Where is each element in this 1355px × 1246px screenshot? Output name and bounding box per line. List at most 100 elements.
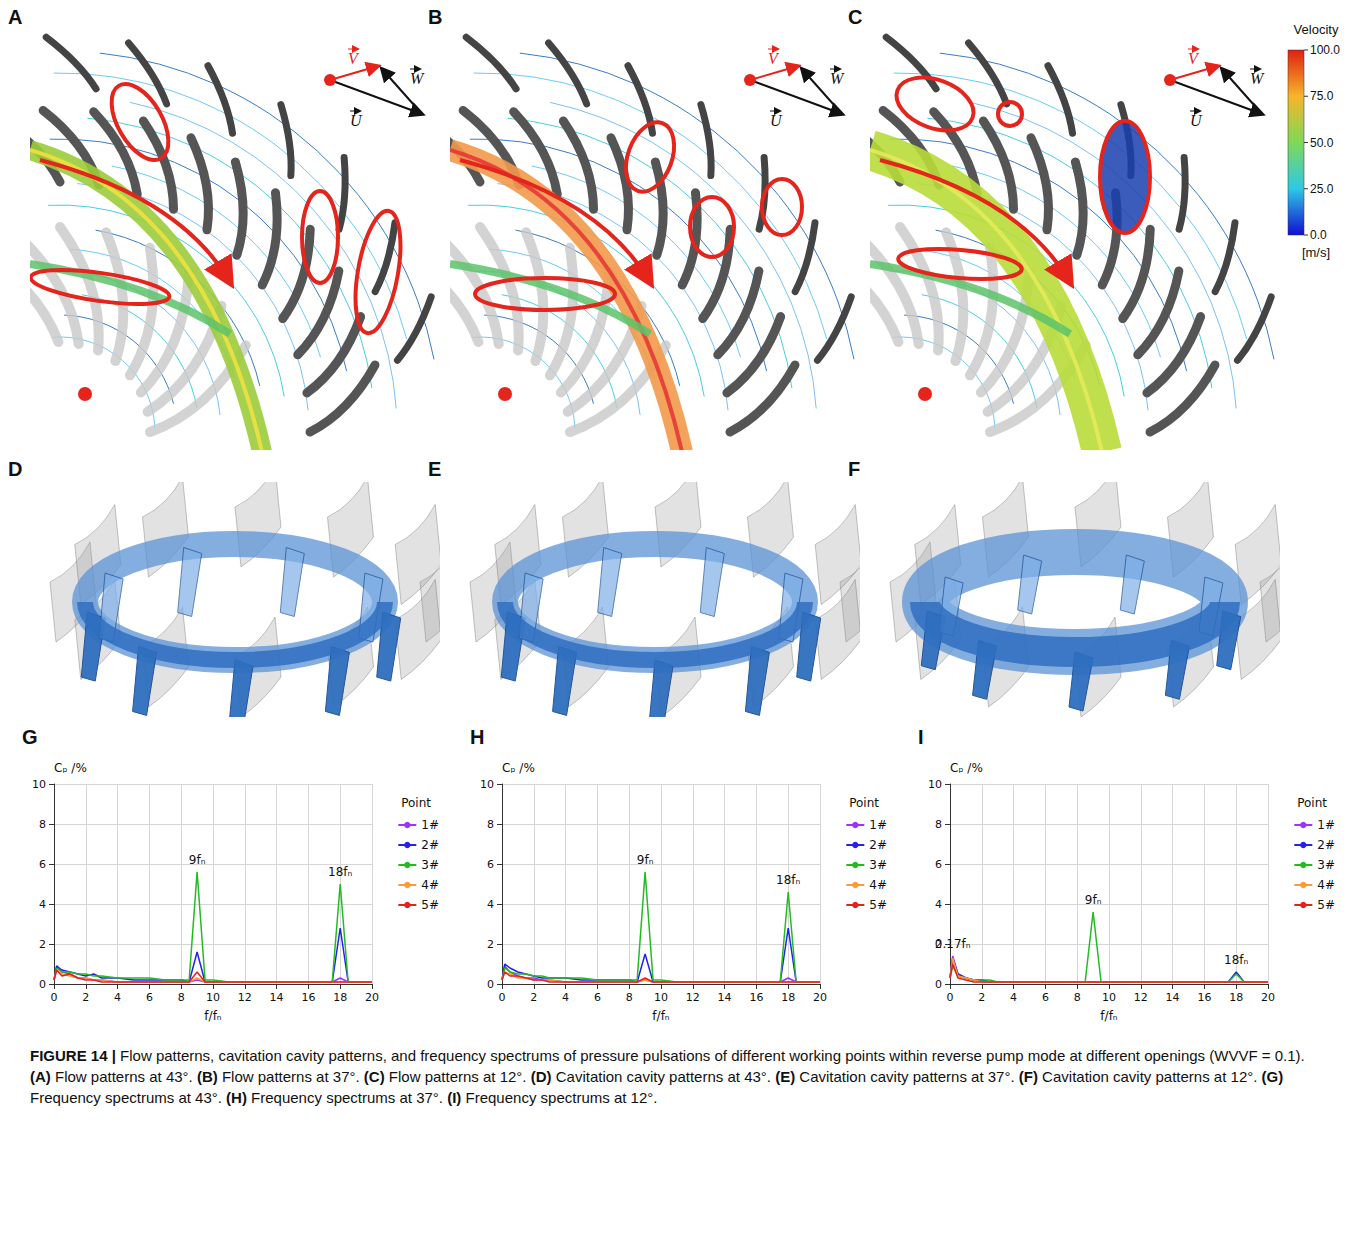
- svg-text:Point: Point: [1297, 796, 1327, 810]
- svg-text:10: 10: [928, 778, 942, 791]
- svg-text:2#: 2#: [421, 838, 439, 852]
- svg-text:[m/s]: [m/s]: [1302, 245, 1330, 260]
- svg-text:6: 6: [594, 991, 601, 1004]
- svg-text:6: 6: [1042, 991, 1049, 1004]
- svg-text:75.0: 75.0: [1310, 89, 1334, 103]
- svg-text:f/fₙ: f/fₙ: [1100, 1009, 1117, 1023]
- svg-text:V: V: [1188, 50, 1200, 67]
- svg-text:4: 4: [39, 898, 46, 911]
- svg-text:5#: 5#: [421, 898, 439, 912]
- svg-text:50.0: 50.0: [1310, 136, 1334, 150]
- svg-text:20: 20: [365, 991, 379, 1004]
- svg-text:18: 18: [781, 991, 795, 1004]
- svg-text:10: 10: [32, 778, 46, 791]
- svg-text:0.0: 0.0: [1310, 228, 1327, 242]
- svg-text:1#: 1#: [869, 818, 887, 832]
- svg-text:16: 16: [749, 991, 763, 1004]
- svg-text:f/fₙ: f/fₙ: [652, 1009, 669, 1023]
- svg-text:9fₙ: 9fₙ: [1085, 893, 1102, 907]
- svg-text:10: 10: [480, 778, 494, 791]
- svg-text:9fₙ: 9fₙ: [637, 853, 654, 867]
- svg-text:18: 18: [333, 991, 347, 1004]
- svg-text:4#: 4#: [869, 878, 887, 892]
- svg-text:4#: 4#: [1317, 878, 1335, 892]
- svg-text:1#: 1#: [1317, 818, 1335, 832]
- svg-text:V: V: [768, 50, 780, 67]
- svg-text:16: 16: [301, 991, 315, 1004]
- svg-text:0: 0: [499, 991, 506, 1004]
- svg-text:2: 2: [530, 991, 537, 1004]
- svg-text:4: 4: [114, 991, 121, 1004]
- svg-text:12: 12: [238, 991, 252, 1004]
- svg-text:Point: Point: [401, 796, 431, 810]
- html-text:(A) Flow patterns at 43°. (B): (A) Flow patterns at 43°. (B) Flow patte…: [30, 1068, 1284, 1085]
- svg-text:8: 8: [178, 991, 185, 1004]
- svg-text:18fₙ: 18fₙ: [328, 865, 352, 879]
- svg-text:U: U: [770, 112, 783, 129]
- svg-text:100.0: 100.0: [1310, 43, 1340, 57]
- svg-text:2#: 2#: [1317, 838, 1335, 852]
- svg-text:3#: 3#: [1317, 858, 1335, 872]
- svg-text:6: 6: [487, 858, 494, 871]
- svg-text:0.17fₙ: 0.17fₙ: [935, 937, 971, 951]
- svg-text:Velocity: Velocity: [1294, 22, 1339, 37]
- svg-text:V: V: [348, 50, 360, 67]
- svg-text:18fₙ: 18fₙ: [776, 873, 800, 887]
- svg-text:8: 8: [626, 991, 633, 1004]
- svg-text:0: 0: [39, 978, 46, 991]
- svg-text:2#: 2#: [869, 838, 887, 852]
- svg-text:14: 14: [718, 991, 732, 1004]
- svg-text:W: W: [410, 70, 425, 87]
- svg-text:16: 16: [1197, 991, 1211, 1004]
- html-text:FIGURE 14 | Flow patterns, cav: FIGURE 14 | Flow patterns, cavitation ca…: [30, 1047, 1305, 1064]
- svg-text:6: 6: [39, 858, 46, 871]
- svg-text:2: 2: [487, 938, 494, 951]
- svg-text:10: 10: [206, 991, 220, 1004]
- svg-text:25.0: 25.0: [1310, 182, 1334, 196]
- svg-text:4#: 4#: [421, 878, 439, 892]
- svg-text:4: 4: [1010, 991, 1017, 1004]
- svg-text:8: 8: [1074, 991, 1081, 1004]
- svg-text:0: 0: [935, 978, 942, 991]
- svg-text:8: 8: [487, 818, 494, 831]
- svg-text:Cₚ /%: Cₚ /%: [54, 761, 87, 775]
- svg-text:2: 2: [82, 991, 89, 1004]
- svg-text:10: 10: [1102, 991, 1116, 1004]
- svg-text:18: 18: [1229, 991, 1243, 1004]
- svg-text:5#: 5#: [869, 898, 887, 912]
- svg-text:14: 14: [270, 991, 284, 1004]
- svg-text:12: 12: [1134, 991, 1148, 1004]
- svg-text:6: 6: [935, 858, 942, 871]
- svg-text:3#: 3#: [421, 858, 439, 872]
- svg-text:14: 14: [1166, 991, 1180, 1004]
- svg-text:Cₚ /%: Cₚ /%: [502, 761, 535, 775]
- svg-text:W: W: [1250, 70, 1265, 87]
- svg-text:12: 12: [686, 991, 700, 1004]
- svg-text:f/fₙ: f/fₙ: [204, 1009, 221, 1023]
- svg-text:18fₙ: 18fₙ: [1224, 953, 1248, 967]
- svg-text:2: 2: [978, 991, 985, 1004]
- svg-text:6: 6: [146, 991, 153, 1004]
- html-text:Frequency spectrums at 43°. (H: Frequency spectrums at 43°. (H) Frequenc…: [30, 1089, 658, 1106]
- svg-text:4: 4: [562, 991, 569, 1004]
- svg-text:4: 4: [487, 898, 494, 911]
- svg-text:1#: 1#: [421, 818, 439, 832]
- svg-text:20: 20: [1261, 991, 1275, 1004]
- svg-text:4: 4: [935, 898, 942, 911]
- svg-text:2: 2: [39, 938, 46, 951]
- svg-text:Cₚ /%: Cₚ /%: [950, 761, 983, 775]
- svg-text:U: U: [350, 112, 363, 129]
- svg-text:9fₙ: 9fₙ: [189, 853, 206, 867]
- svg-text:Point: Point: [849, 796, 879, 810]
- svg-text:W: W: [830, 70, 845, 87]
- svg-text:8: 8: [935, 818, 942, 831]
- svg-text:20: 20: [813, 991, 827, 1004]
- svg-text:0: 0: [51, 991, 58, 1004]
- svg-text:5#: 5#: [1317, 898, 1335, 912]
- svg-text:0: 0: [487, 978, 494, 991]
- svg-text:8: 8: [39, 818, 46, 831]
- svg-text:3#: 3#: [869, 858, 887, 872]
- svg-text:0: 0: [947, 991, 954, 1004]
- svg-text:U: U: [1190, 112, 1203, 129]
- svg-text:10: 10: [654, 991, 668, 1004]
